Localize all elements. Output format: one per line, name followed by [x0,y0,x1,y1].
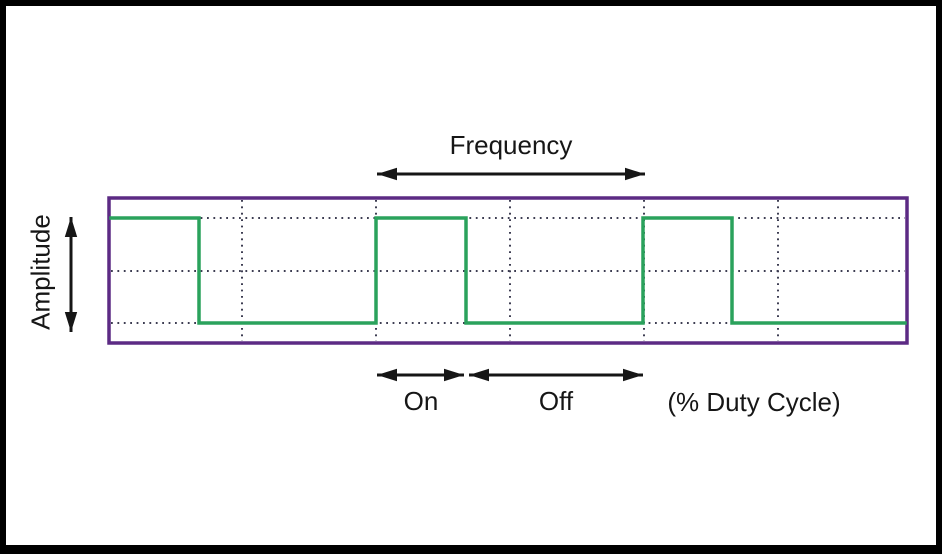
arrows [64,167,645,382]
frequency-label: Frequency [449,130,573,160]
on-label: On [403,386,439,416]
amplitude-label: Amplitude [25,214,56,330]
duty-cycle-label: (% Duty Cycle) [667,387,841,417]
pwm-waveform [109,216,907,325]
off-label: Off [538,386,574,416]
gridlines [111,200,905,341]
plot-border [107,196,909,345]
outer-frame-bottom-edge [0,545,942,554]
